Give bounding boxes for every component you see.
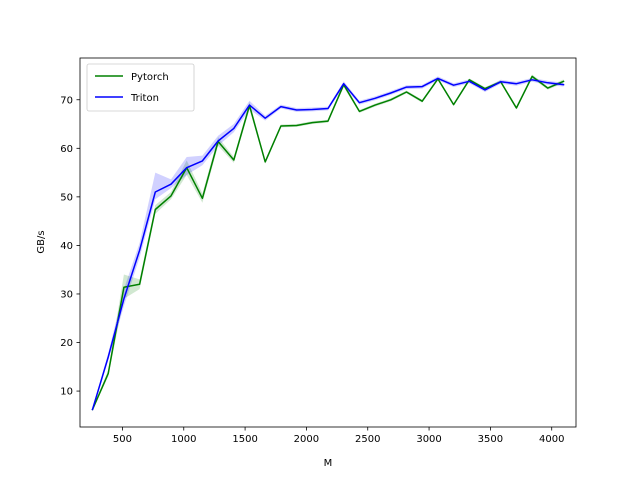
- legend-label-triton: Triton: [130, 93, 159, 104]
- y-tick-label: 40: [60, 241, 73, 252]
- x-tick-label: 4000: [539, 434, 564, 445]
- x-tick-label: 2500: [355, 434, 380, 445]
- y-axis-label: GB/s: [36, 230, 47, 253]
- y-axis-ticks: 10 20 30 40 50 60 70: [60, 95, 80, 398]
- x-tick-label: 2000: [294, 434, 319, 445]
- y-tick-label: 60: [60, 144, 73, 155]
- y-tick-label: 30: [60, 289, 73, 300]
- x-axis-ticks: 500 1000 1500 2000 2500 3000 3500 4000: [113, 427, 564, 445]
- x-tick-label: 1000: [171, 434, 196, 445]
- series-lines: [91, 75, 565, 411]
- x-tick-label: 500: [113, 434, 132, 445]
- x-tick-label: 3500: [478, 434, 503, 445]
- x-axis-label: M: [324, 458, 333, 469]
- y-tick-label: 10: [60, 387, 73, 398]
- y-tick-label: 20: [60, 338, 73, 349]
- legend-label-pytorch: Pytorch: [131, 72, 169, 83]
- legend: Pytorch Triton: [86, 63, 195, 112]
- plot-frame: [79, 57, 577, 428]
- y-tick-label: 50: [60, 192, 73, 203]
- series-line-triton: [91, 77, 565, 411]
- plot-area: [80, 58, 576, 427]
- x-tick-label: 1500: [232, 434, 257, 445]
- y-tick-label: 70: [60, 95, 73, 106]
- series-line-pytorch: [91, 75, 565, 411]
- x-tick-label: 3000: [416, 434, 441, 445]
